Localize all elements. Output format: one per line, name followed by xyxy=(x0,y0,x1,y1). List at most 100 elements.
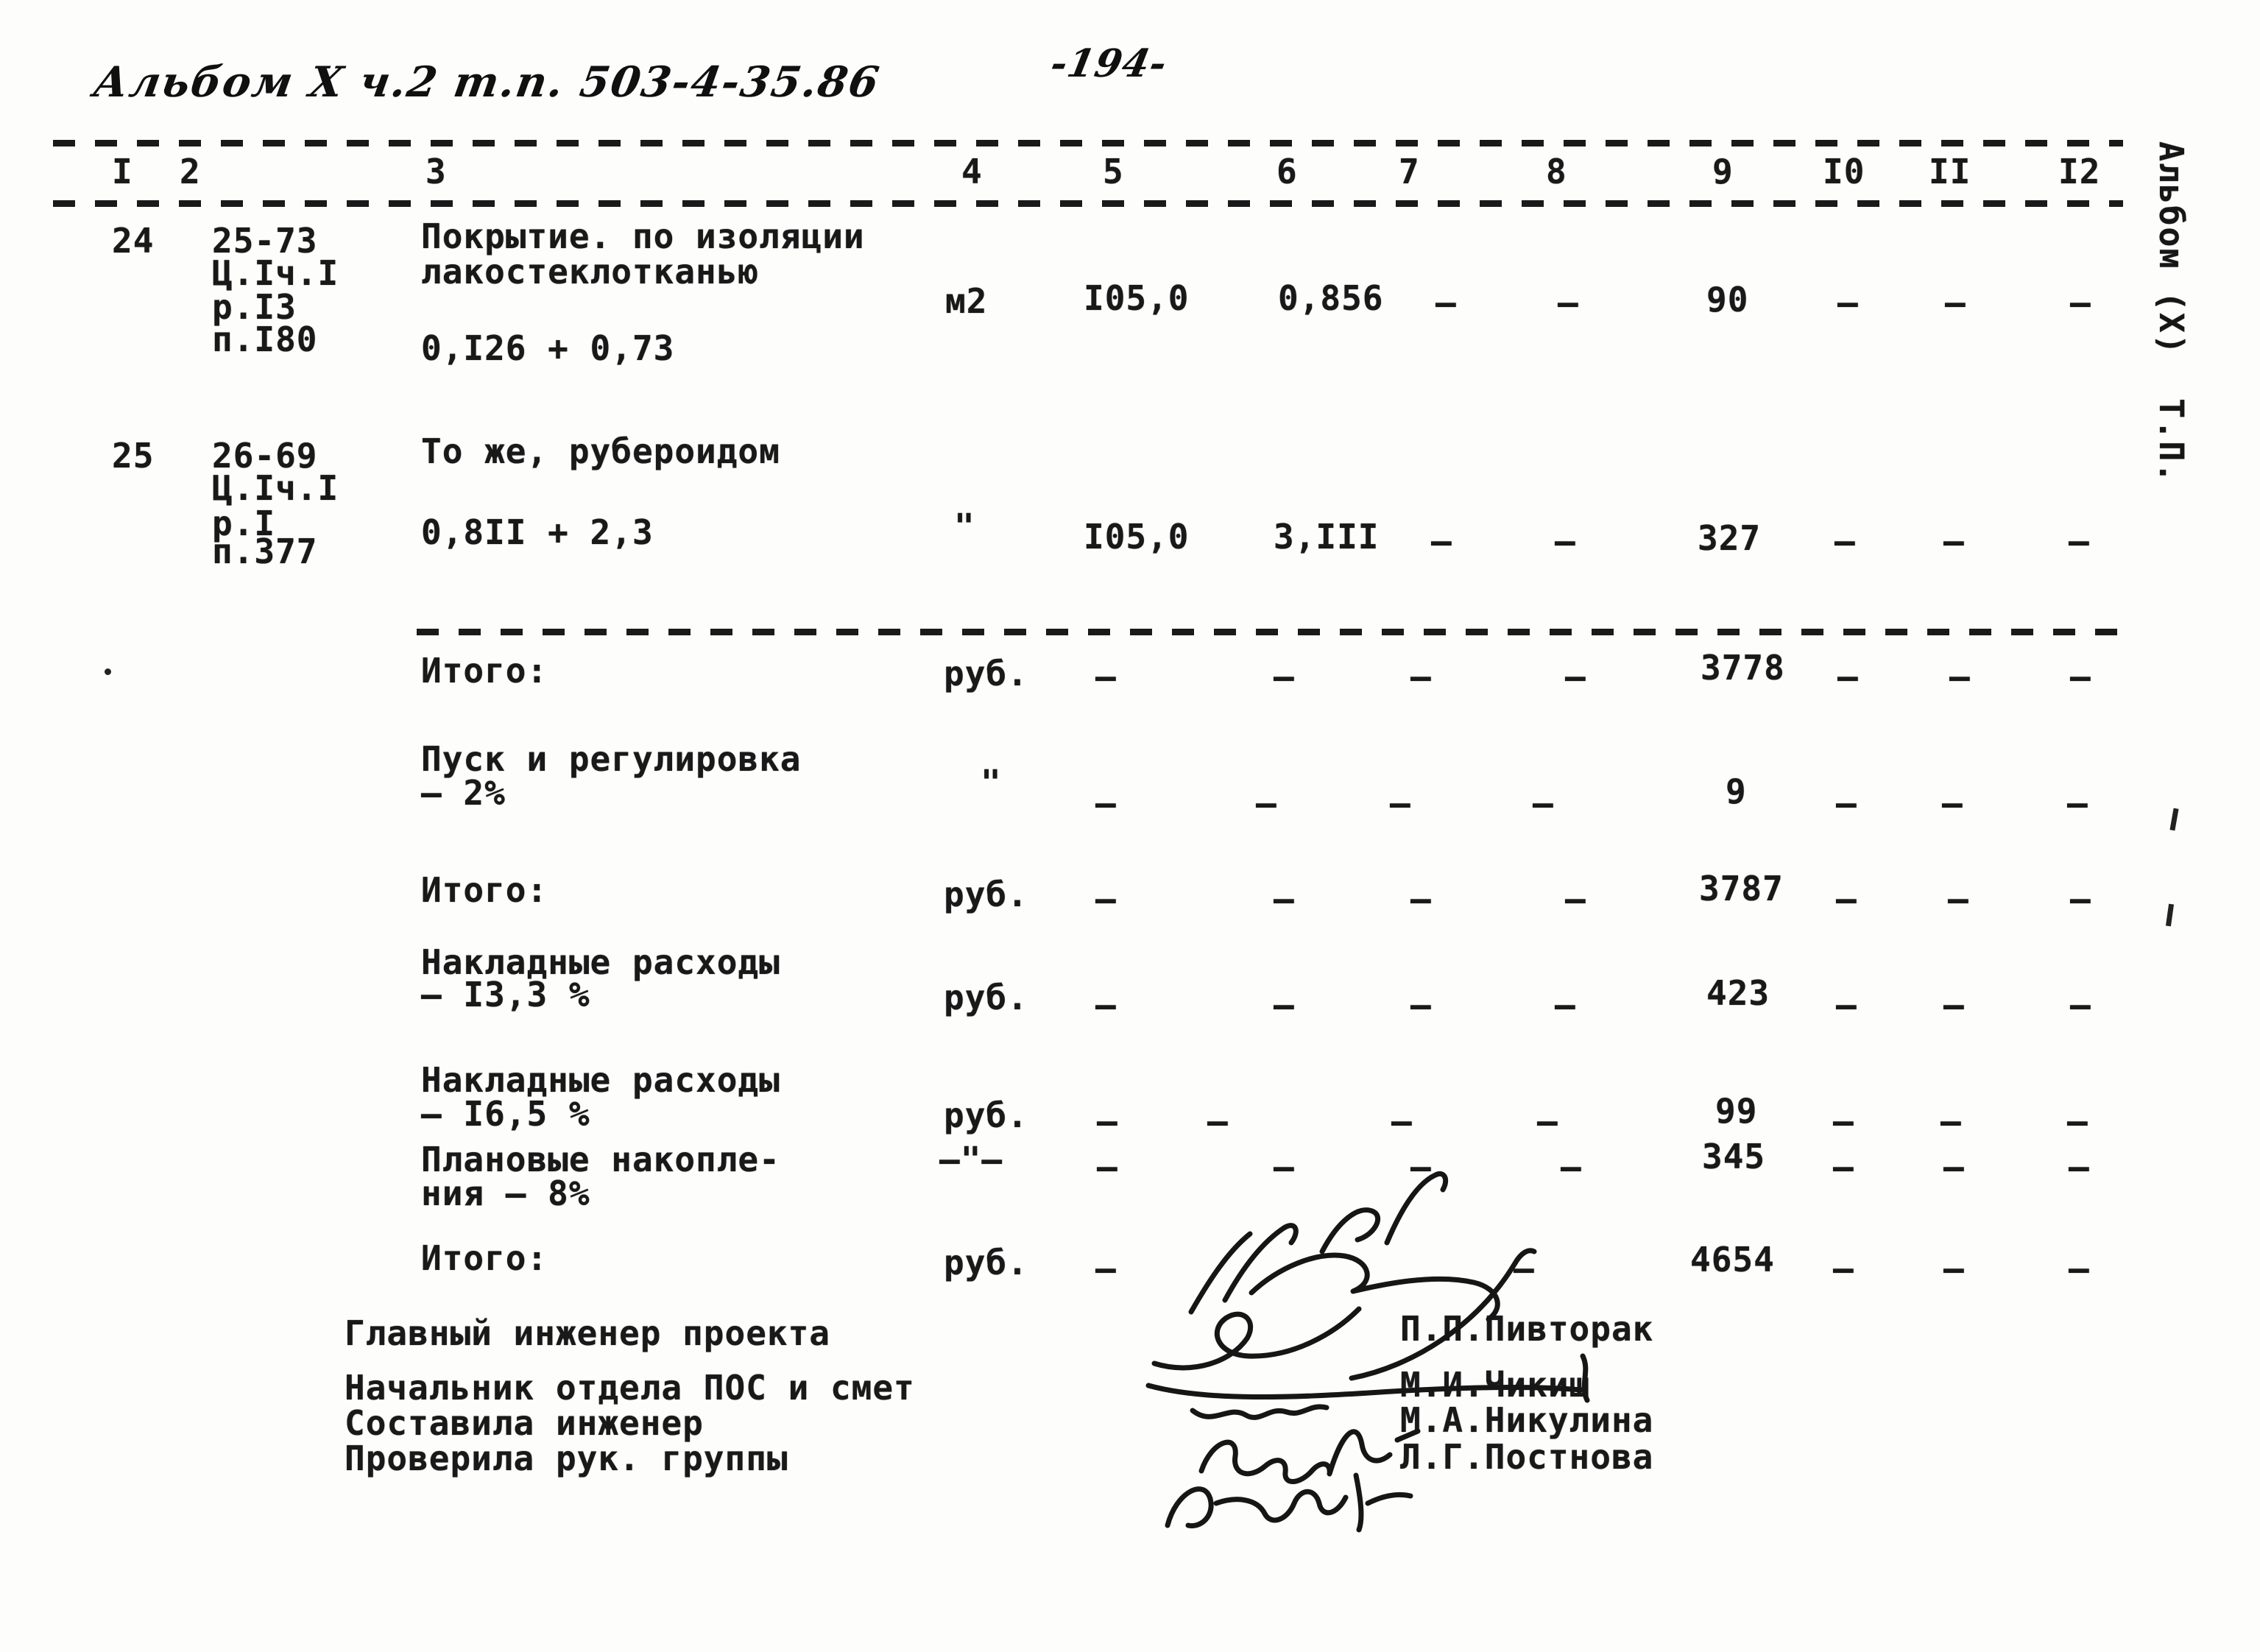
row24-ref-2: Ц.Iч.I xyxy=(212,253,339,293)
sum3-label: Итого: xyxy=(421,870,548,910)
row24-dash-c11: – xyxy=(1945,283,1966,322)
row25-formula: 0,8II + 2,3 xyxy=(421,512,654,552)
row24-ref-3: р.I3 xyxy=(212,287,297,327)
sum2-dash-c7: – xyxy=(1390,783,1411,823)
sum5-dash-c11: – xyxy=(1941,1101,1962,1141)
row25-desc-1: То же, рубероидом xyxy=(421,431,780,471)
row24-dash-c12: – xyxy=(2070,283,2091,322)
sum1-dash-c11: – xyxy=(1949,657,1971,696)
row24-dash-c8: – xyxy=(1558,283,1579,322)
sum5-dash-c5: – xyxy=(1097,1101,1118,1141)
col-header-1: I xyxy=(112,152,133,191)
sum6-dash-c8: – xyxy=(1561,1147,1582,1187)
col-header-12: I2 xyxy=(2058,152,2101,191)
row24-desc-1: Покрытие. по изоляции xyxy=(421,216,865,256)
sum1-dash-c12: – xyxy=(2070,657,2091,696)
sum6-dash-c10: – xyxy=(1833,1147,1854,1187)
ink-signature-postnova xyxy=(1165,1472,1413,1533)
col-header-3: 3 xyxy=(425,152,447,191)
row24-qty: I05,0 xyxy=(1084,278,1190,318)
sum5-dash-c7: – xyxy=(1391,1101,1413,1141)
signature-role-department-head: Начальник отдела ПОС и смет xyxy=(345,1368,915,1408)
sum4-label-2: – I3,3 % xyxy=(421,975,590,1014)
sum4-dash-c10: – xyxy=(1836,985,1857,1025)
sum1-dash-c6: – xyxy=(1274,657,1295,696)
sum2-dash-c8: – xyxy=(1533,783,1554,823)
sum7-dash-c12: – xyxy=(2069,1249,2090,1288)
sum6-dash-c12: – xyxy=(2069,1147,2090,1187)
sum4-value: 423 xyxy=(1706,973,1770,1013)
sum2-dash-c11: – xyxy=(1942,783,1963,823)
row25-dash-c8: – xyxy=(1555,521,1576,561)
col-header-8: 8 xyxy=(1546,152,1567,191)
sum5-dash-c6: – xyxy=(1207,1101,1229,1141)
col-header-10: I0 xyxy=(1823,152,1865,191)
col-header-7: 7 xyxy=(1399,152,1420,191)
row24-formula: 0,I26 + 0,73 xyxy=(421,328,675,368)
row24-num: 24 xyxy=(112,221,155,261)
row25-price: 3,III xyxy=(1274,517,1380,557)
signature-role-chief-engineer: Главный инженер проекта xyxy=(345,1313,830,1353)
col-header-5: 5 xyxy=(1103,152,1124,191)
page-number: -194- xyxy=(1047,41,1171,86)
signature-name-pivtorak: П.П.Пивторак xyxy=(1400,1309,1654,1349)
sum3-dash-c5: – xyxy=(1095,879,1117,919)
row24-ref-1: 25-73 xyxy=(212,221,318,261)
row24-unit: м2 xyxy=(945,281,988,321)
sum2-unit: " xyxy=(981,763,1002,802)
sum5-dash-c8: – xyxy=(1537,1101,1558,1141)
sum2-dash-c5: – xyxy=(1095,783,1117,823)
sum7-value: 4654 xyxy=(1690,1240,1775,1279)
sum2-dash-c6: – xyxy=(1256,783,1277,823)
row25-ref-3: р.I xyxy=(212,504,276,543)
sum1-dash-c7: – xyxy=(1410,657,1432,696)
sum3-value: 3787 xyxy=(1699,869,1784,908)
sum3-dash-c8: – xyxy=(1565,879,1586,919)
sum1-unit: руб. xyxy=(944,654,1028,693)
sum7-unit: руб. xyxy=(944,1243,1028,1282)
sum1-dash-c8: – xyxy=(1565,657,1586,696)
sum4-dash-c6: – xyxy=(1274,985,1295,1025)
col-header-4: 4 xyxy=(961,152,983,191)
sum5-value: 99 xyxy=(1715,1091,1758,1131)
sum5-label-1: Накладные расходы xyxy=(421,1060,780,1100)
sum2-dash-c12: – xyxy=(2067,783,2088,823)
sum4-unit: руб. xyxy=(944,978,1028,1017)
col-header-9: 9 xyxy=(1712,152,1734,191)
sum2-dash-c10: – xyxy=(1836,783,1857,823)
sum4-label-1: Накладные расходы xyxy=(421,942,780,982)
sum1-dash-c5: – xyxy=(1095,657,1117,696)
sum1-label: Итого: xyxy=(421,651,548,691)
row25-num: 25 xyxy=(112,436,155,476)
ink-squiggle-total-row xyxy=(1188,1171,1449,1315)
sum4-dash-c5: – xyxy=(1095,985,1117,1025)
sum4-dash-c8: – xyxy=(1555,985,1576,1025)
sum7-dash-c8: – xyxy=(1514,1249,1535,1288)
sum6-dash-c11: – xyxy=(1943,1147,1965,1187)
doc-title-handwritten: Альбом Х ч.2 т.п. 503-4-35.86 xyxy=(90,57,884,107)
row24-desc-2: лакостеклотканью xyxy=(421,252,760,292)
sum3-dash-c11: – xyxy=(1948,879,1969,919)
signature-name-postnova: Л.Г.Постнова xyxy=(1400,1437,1654,1477)
sum7-dash-c10: – xyxy=(1833,1249,1854,1288)
sum3-unit: руб. xyxy=(944,875,1028,914)
scan-speck-mark-1 xyxy=(2169,808,2179,831)
sum3-dash-c10: – xyxy=(1836,879,1857,919)
scan-speck-mark-2 xyxy=(2165,903,2175,927)
row24-price: 0,856 xyxy=(1278,278,1384,318)
row25-dash-c10: – xyxy=(1835,521,1856,561)
sum6-unit: –"– xyxy=(939,1140,1003,1179)
sum5-label-2: – I6,5 % xyxy=(421,1094,590,1134)
col-header-2: 2 xyxy=(180,152,201,191)
signature-role-compiled-by: Составила инженер xyxy=(345,1403,704,1443)
row25-ref-4: п.377 xyxy=(212,532,318,571)
sum3-dash-c12: – xyxy=(2070,879,2091,919)
sum4-dash-c11: – xyxy=(1943,985,1965,1025)
sum7-dash-c11: – xyxy=(1943,1249,1965,1288)
dashed-rule-under-header xyxy=(53,200,2123,207)
sum2-value: 9 xyxy=(1726,772,1747,811)
sum3-dash-c7: – xyxy=(1410,879,1432,919)
sum3-dash-c6: – xyxy=(1274,879,1295,919)
